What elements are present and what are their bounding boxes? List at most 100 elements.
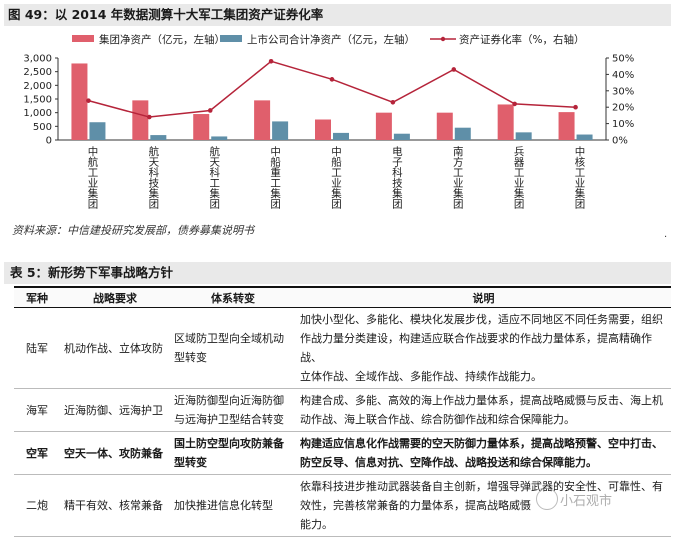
left-tick-label: 1,000 xyxy=(23,108,52,119)
left-tick-label: 500 xyxy=(33,122,52,133)
table-title: 表 5：新形势下军事战略方针 xyxy=(4,262,671,284)
bar-group-net-assets xyxy=(254,100,271,140)
line-point xyxy=(329,77,335,82)
cell-note-line: 构建适应信息化作战需要的空天防御力量体系，提高战略预警、空中打击、 xyxy=(300,437,663,450)
bar-listed-net-assets xyxy=(393,133,410,140)
line-point xyxy=(512,101,517,107)
header-change: 体系转变 xyxy=(170,286,296,308)
line-point xyxy=(207,108,213,113)
category-label: 中航工业集团 xyxy=(86,145,98,210)
bar-listed-net-assets xyxy=(272,121,289,140)
cell-note-line: 能力。 xyxy=(300,518,333,531)
cell-requirement: 近海防御、远海护卫 xyxy=(60,388,170,432)
cell-requirement-line: 空天一体、攻防兼备 xyxy=(64,446,163,460)
cell-requirement-line: 近海防御、远海护卫 xyxy=(64,403,163,417)
cell-requirement: 空天一体、攻防兼备 xyxy=(60,431,170,475)
right-tick-label: 0% xyxy=(612,136,628,147)
bar-group-net-assets xyxy=(436,112,453,140)
line-point xyxy=(451,67,457,72)
cell-change-line: 与远海护卫型结合转变 xyxy=(174,413,284,426)
table-row: 空军 空天一体、攻防兼备 国土防空型向攻防兼备 型转变 构建适应信息化作战需要的空天防御… xyxy=(14,431,671,475)
side-mark: · xyxy=(664,232,668,243)
chart-line xyxy=(86,58,578,120)
bar-listed-net-assets xyxy=(89,122,106,140)
left-tick-label: 2,500 xyxy=(23,67,52,78)
legend-swatch xyxy=(220,35,242,42)
bar-listed-net-assets xyxy=(333,132,349,140)
cell-change-line: 区域防卫型向全域机动 xyxy=(174,332,284,345)
table-row: 陆军 机动作战、立体攻防 区域防卫型向全域机动 型转变 加快小型化、多能化、模块化发展步… xyxy=(14,307,671,389)
watermark-icon xyxy=(536,488,558,510)
cell-service: 空军 xyxy=(14,431,60,475)
cell-change: 国土防空型向攻防兼备 型转变 xyxy=(170,431,296,475)
right-tick-label: 40% xyxy=(612,70,634,81)
cell-note-line: 构建合成、多能、高效的海上作战力量体系，提高战略威慑与反击、海上机 xyxy=(300,394,663,407)
cell-note-line: 作战力量分类建设，构建适应联合作战要求的作战力量体系，提高精确作战、 xyxy=(300,332,652,364)
cell-note-line: 依靠科技进步推动武器装备自主创新，增强导弹武器的安全性、可靠性、有 xyxy=(300,480,663,493)
cell-requirement: 机动作战、立体攻防 xyxy=(60,307,170,389)
right-tick-label: 30% xyxy=(612,86,634,97)
chart-axes: 0 500 1,000 1,500 2,000 2,500 3,000 0% 10% 20% 30%… xyxy=(23,54,634,147)
cell-change: 加快推进信息化转型 xyxy=(170,474,296,537)
left-tick-label: 1,500 xyxy=(23,95,52,106)
left-tick-label: 3,000 xyxy=(23,54,52,65)
cell-note-line: 效性，完善核常兼备的力量体系，提高战略威慑 xyxy=(300,499,531,512)
right-tick-label: 50% xyxy=(612,54,634,65)
cell-change-line: 型转变 xyxy=(174,456,207,469)
line-point xyxy=(573,104,578,110)
right-tick-label: 10% xyxy=(612,119,634,130)
cell-change-line: 近海防御型向近海防御 xyxy=(174,394,284,407)
cell-note-line: 加快小型化、多能化、模块化发展步伐，适应不同地区不同任务需要，组织 xyxy=(300,313,663,326)
cell-note-line: 立体作战、全域作战、多能作战、持续作战能力。 xyxy=(300,370,542,383)
cell-requirement: 精干有效、核常兼备 xyxy=(60,474,170,537)
line-point xyxy=(86,98,91,103)
left-tick-label: 2,000 xyxy=(23,81,52,92)
table-row: 海军 近海防御、远海护卫 近海防御型向近海防御 与远海护卫型结合转变 构建合成、多能、高… xyxy=(14,388,671,432)
header-requirement: 战略要求 xyxy=(60,286,170,308)
bar-listed-net-assets xyxy=(576,134,593,140)
bar-listed-net-assets xyxy=(454,127,471,140)
cell-change-line: 加快推进信息化转型 xyxy=(174,499,273,512)
strategy-table: 军种 战略要求 体系转变 说明 陆军 机动作战、立体攻防 区域防卫型向全域机动 型转变… xyxy=(14,286,671,537)
right-tick-label: 20% xyxy=(612,103,634,114)
legend-label: 上市公司合计净资产（亿元，左轴） xyxy=(247,33,415,46)
bar-listed-net-assets xyxy=(515,132,532,140)
legend-label: 资产证券化率（%，右轴） xyxy=(459,33,584,46)
cell-service: 海军 xyxy=(14,388,60,432)
category-label: 兵器工业集团 xyxy=(513,145,525,210)
bar-group-net-assets xyxy=(71,63,88,140)
bar-group-net-assets xyxy=(375,112,392,140)
legend-swatch xyxy=(72,35,94,42)
cell-service-line: 海军 xyxy=(26,403,48,417)
bar-group-net-assets xyxy=(558,112,575,140)
table-header-row: 军种 战略要求 体系转变 说明 xyxy=(14,286,671,308)
chart-bars xyxy=(71,63,593,140)
chart-legend: 集团净资产（亿元，左轴） 上市公司合计净资产（亿元，左轴） 资产证券化率（%，右轴） xyxy=(72,33,584,46)
cell-note: 依靠科技进步推动武器装备自主创新，增强导弹武器的安全性、可靠性、有 效性，完善核常… xyxy=(296,474,671,537)
cell-service: 二炮 xyxy=(14,474,60,537)
line-point xyxy=(147,114,152,120)
cell-note: 构建适应信息化作战需要的空天防御力量体系，提高战略预警、空中打击、 防空反导、信息… xyxy=(296,431,671,475)
bar-group-net-assets xyxy=(193,114,210,140)
cell-requirement-line: 机动作战、立体攻防 xyxy=(64,341,163,355)
category-label: 南方工业集团 xyxy=(452,145,464,210)
cell-requirement-line: 精干有效、核常兼备 xyxy=(64,499,163,512)
cell-note-line: 防空反导、信息对抗、空降作战、战略投送和综合保障能力。 xyxy=(300,456,597,469)
cell-change-line: 型转变 xyxy=(174,351,207,364)
line-point xyxy=(268,58,274,64)
bar-listed-net-assets xyxy=(211,136,228,140)
figure-title: 图 49：以 2014 年数据测算十大军工集团资产证券化率 xyxy=(4,4,671,26)
left-tick-label: 0 xyxy=(46,136,52,147)
cell-service-line: 陆军 xyxy=(26,341,48,355)
category-label: 航天科工集团 xyxy=(208,145,220,210)
cell-note-line: 动作战、海上联合作战、综合防御作战和综合保障能力。 xyxy=(300,413,575,426)
figure-source: 资料来源：中信建投研究发展部，债券募集说明书 xyxy=(12,224,254,237)
securitization-chart: 集团净资产（亿元，左轴） 上市公司合计净资产（亿元，左轴） 资产证券化率（%，右轴）… xyxy=(23,33,634,210)
category-label: 中船重工集团 xyxy=(269,145,281,210)
watermark: 小石观市 xyxy=(560,494,613,509)
bar-listed-net-assets xyxy=(150,135,167,140)
category-label: 电子科技集团 xyxy=(391,145,403,210)
category-label: 航天科技集团 xyxy=(147,145,159,210)
category-label: 中船工业集团 xyxy=(330,145,342,210)
cell-note: 构建合成、多能、高效的海上作战力量体系，提高战略威慑与反击、海上机 动作战、海上联… xyxy=(296,388,671,432)
